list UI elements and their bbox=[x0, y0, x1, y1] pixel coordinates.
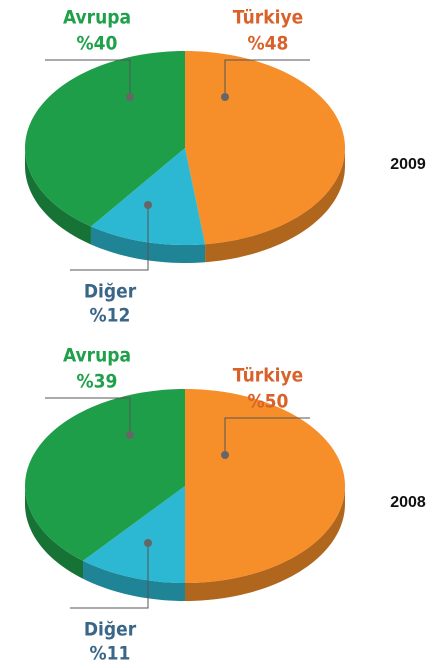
value-label: %48 bbox=[248, 33, 289, 55]
slice-side bbox=[185, 486, 345, 601]
slice bbox=[25, 51, 185, 227]
value-label: %39 bbox=[77, 371, 118, 393]
slice bbox=[90, 148, 206, 245]
leader-line bbox=[45, 397, 131, 435]
leader-dot bbox=[144, 201, 152, 209]
category-label: Avrupa bbox=[63, 7, 131, 29]
year-label: 2008 bbox=[390, 494, 426, 511]
category-label: Diğer bbox=[84, 619, 137, 641]
slice-side bbox=[83, 560, 185, 601]
leader-dot bbox=[126, 93, 134, 101]
slice bbox=[83, 486, 185, 583]
category-label: Türkiye bbox=[233, 365, 303, 387]
leader-dot bbox=[221, 93, 229, 101]
value-label: %50 bbox=[248, 391, 289, 413]
category-label: Türkiye bbox=[233, 7, 303, 29]
leader-line bbox=[224, 59, 310, 97]
leader-dot bbox=[144, 539, 152, 547]
leader-line bbox=[224, 417, 310, 455]
category-label: Diğer bbox=[84, 281, 137, 303]
category-label: Avrupa bbox=[63, 345, 131, 367]
slice bbox=[25, 389, 186, 561]
leader-dot bbox=[126, 431, 134, 439]
leader-line bbox=[70, 205, 149, 271]
value-label: %11 bbox=[90, 643, 131, 665]
value-label: %12 bbox=[90, 305, 131, 327]
leader-line bbox=[45, 59, 131, 97]
slice-side bbox=[25, 148, 91, 245]
leader-dot bbox=[221, 451, 229, 459]
year-label: 2009 bbox=[390, 156, 426, 173]
slice-side bbox=[205, 148, 345, 263]
slice-side bbox=[25, 486, 84, 579]
leader-line bbox=[70, 543, 149, 609]
value-label: %40 bbox=[77, 33, 118, 55]
